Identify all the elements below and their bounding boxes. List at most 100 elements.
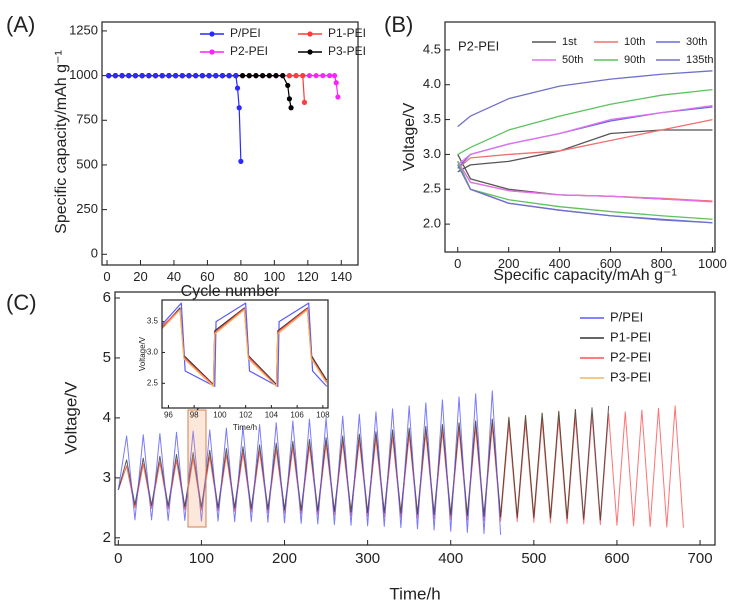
series-line (457, 70, 713, 224)
x-tick-label: 60 (200, 269, 214, 284)
x-tick-label: 100 (189, 550, 214, 567)
panel-label: (C) (6, 290, 37, 315)
y-tick-label: 2.0 (423, 216, 441, 231)
data-point (226, 73, 232, 79)
data-point (331, 73, 338, 79)
legend-marker (209, 49, 215, 55)
data-point (146, 73, 152, 79)
data-point (313, 73, 319, 79)
data-point (293, 73, 299, 79)
data-point (333, 80, 339, 86)
legend-label: P1-PEI (328, 26, 366, 40)
data-point (186, 73, 192, 79)
x-axis-label: Specific capacity/mAh g⁻¹ (493, 267, 677, 284)
x-tick-label: 98 (190, 411, 199, 420)
data-point (238, 158, 244, 164)
x-tick-label: 102 (239, 411, 253, 420)
data-point (246, 73, 252, 79)
legend-label: P1-PEI (610, 329, 651, 344)
data-point (273, 73, 279, 79)
legend-label: P2-PEI (230, 44, 268, 58)
data-point (280, 73, 286, 79)
data-point (285, 82, 291, 89)
legend-marker (307, 31, 313, 37)
legend-label: 135th (686, 54, 714, 66)
x-tick-label: 400 (438, 550, 463, 567)
legend-label: P/PEI (230, 26, 261, 40)
y-axis-label: Voltage/V (401, 102, 418, 171)
data-point (300, 73, 306, 79)
legend-label: 30th (686, 36, 707, 48)
x-tick-label: 500 (521, 550, 546, 567)
data-point (236, 105, 242, 111)
legend-label: 50th (562, 54, 583, 66)
x-tick-label: 0 (103, 269, 110, 284)
data-point (219, 73, 226, 79)
plot-frame (101, 21, 359, 266)
y-tick-label: 5 (103, 349, 111, 366)
y-tick-label: 3.0 (423, 146, 441, 161)
x-tick-label: 200 (272, 550, 297, 567)
data-point (286, 96, 292, 102)
legend-marker (307, 49, 313, 55)
zoom-region (187, 409, 207, 528)
data-point (139, 73, 145, 79)
data-point (326, 73, 333, 79)
plot-frame (161, 299, 329, 409)
x-tick-label: 800 (651, 256, 673, 271)
x-tick-label: 0 (454, 256, 461, 271)
y-tick-label: 4 (103, 409, 111, 426)
x-tick-label: 400 (549, 256, 571, 271)
y-tick-label: 0 (91, 246, 98, 261)
data-point (173, 73, 179, 79)
y-tick-label: 500 (76, 156, 98, 171)
data-point (239, 73, 246, 79)
data-point (193, 73, 199, 79)
x-tick-label: 108 (316, 411, 330, 420)
data-point (301, 99, 308, 106)
data-point (166, 73, 172, 79)
y-axis-label: Voltage/V (138, 336, 147, 371)
x-tick-label: 20 (133, 269, 147, 284)
series-line (161, 309, 328, 387)
x-tick-label: 600 (604, 550, 629, 567)
data-point (152, 73, 159, 79)
y-tick-label: 1000 (69, 67, 98, 82)
x-tick-label: 80 (234, 269, 248, 284)
y-tick-label: 2.5 (423, 181, 441, 196)
legend-label: P/PEI (610, 309, 643, 324)
panel-label: (A) (6, 12, 35, 37)
y-tick-label: 4.0 (423, 76, 441, 91)
data-point (179, 73, 185, 79)
x-tick-label: 600 (600, 256, 622, 271)
x-axis-label: Time/h (389, 584, 440, 603)
y-tick-label: 4.5 (423, 41, 441, 56)
y-tick-label: 750 (76, 112, 98, 127)
data-point (126, 73, 132, 79)
data-point (112, 73, 118, 79)
data-point (266, 73, 272, 79)
data-point (159, 73, 165, 79)
data-point (106, 73, 112, 79)
annotation: P2-PEI (458, 38, 499, 53)
x-tick-label: 300 (355, 550, 380, 567)
series-line (117, 390, 502, 535)
data-point (260, 73, 266, 79)
x-tick-label: 100 (213, 411, 227, 420)
legend-label: 10th (624, 36, 645, 48)
legend-label: P3-PEI (610, 369, 651, 384)
series-line (457, 104, 713, 203)
plot-frame (444, 21, 716, 253)
data-point (253, 73, 259, 79)
y-tick-label: 3.0 (147, 348, 159, 357)
data-point (213, 73, 219, 79)
y-tick-label: 2 (103, 529, 111, 546)
y-tick-label: 3.5 (423, 111, 441, 126)
legend-label: P3-PEI (328, 44, 366, 58)
data-point (286, 73, 292, 79)
y-tick-label: 2.5 (147, 378, 159, 387)
series-line (117, 405, 684, 528)
data-point (119, 73, 125, 79)
